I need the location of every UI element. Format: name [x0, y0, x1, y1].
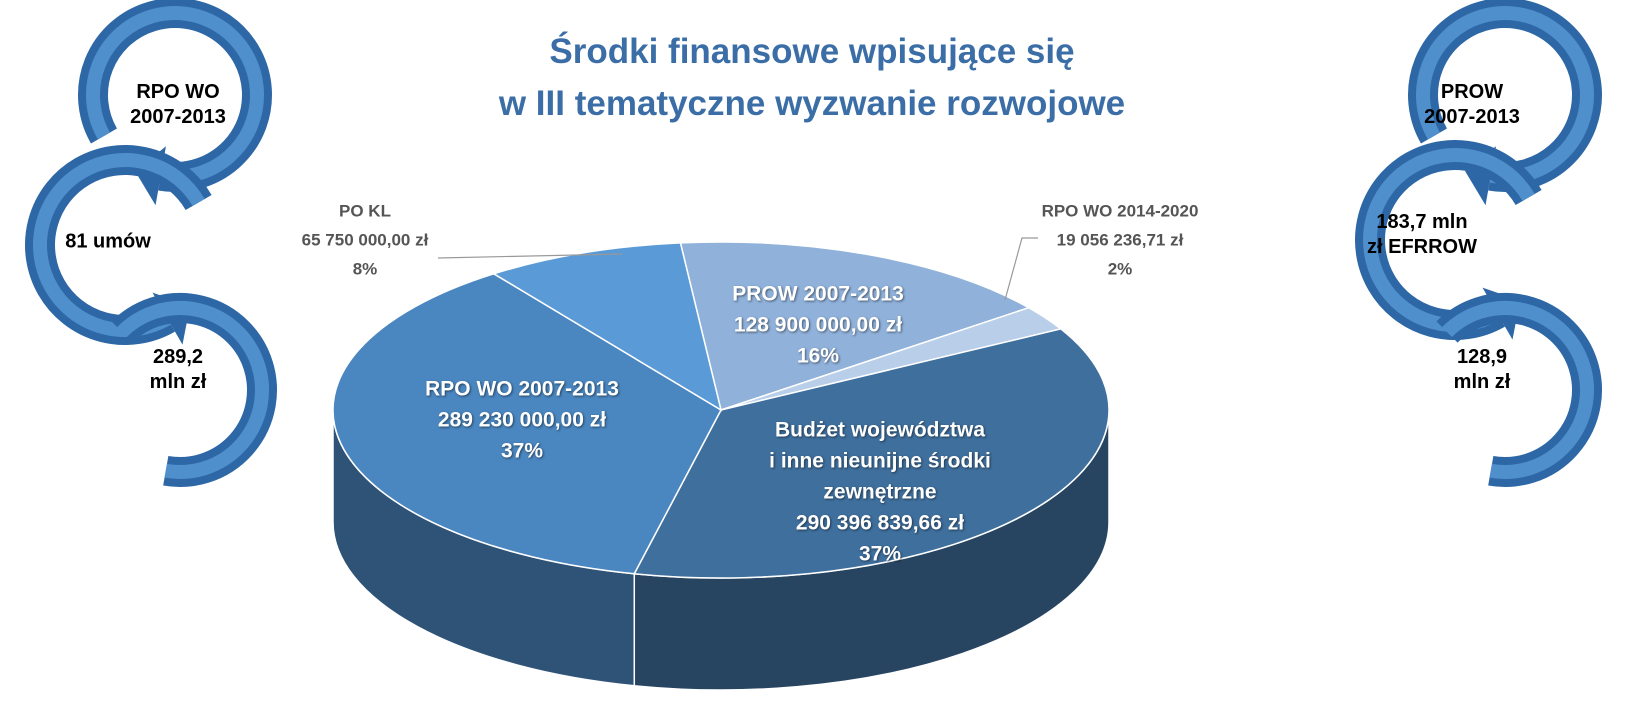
cycle-arrow-inner: [117, 301, 269, 479]
value-label: 289 230 000,00 zł: [437, 408, 607, 432]
panel-step: RPO WO 2007-2013: [130, 81, 226, 128]
leader-line: [1004, 237, 1038, 301]
panel-step: 289,2 mln zł: [149, 346, 207, 393]
panel-step: PROW 2007-2013: [1424, 81, 1520, 128]
slice-label: PROW 2007-2013 128 900 000,00 zł 16%: [732, 279, 904, 372]
category-label: RPO WO 2014-2020: [1041, 201, 1199, 221]
category-label: PROW 2007-2013: [732, 282, 904, 306]
slice: [633, 328, 1110, 579]
slice: [679, 241, 1031, 411]
cycle-arrow-inner: [1442, 301, 1594, 479]
cycle-arrow-inner: [33, 153, 205, 337]
panel-step: 128,9 mln zł: [1453, 346, 1511, 393]
percentage-label: 16%: [796, 344, 840, 368]
chart-title: Środki finansowe wpisujące się w III tem…: [498, 32, 1126, 123]
cycle-arrow-inner: [86, 6, 264, 184]
category-label: Budżet województwa i inne nieunijne środ…: [769, 418, 991, 504]
cycle-arrow-inner: [1363, 148, 1535, 332]
leader-line: [437, 253, 623, 259]
value-label: 19 056 236,71 zł: [1056, 230, 1184, 250]
slice: [332, 272, 722, 575]
slice: [492, 242, 723, 412]
slice-label: Budżet województwa i inne nieunijne środ…: [769, 415, 991, 570]
slice-label: PO KL 65 750 000,00 zł 8%: [302, 197, 429, 284]
percentage-label: 8%: [352, 259, 378, 279]
cycle-arrow-inner: [1416, 6, 1594, 184]
category-label: RPO WO 2007-2013: [425, 377, 619, 401]
panel-step: 183,7 mln zł EFRROW: [1367, 211, 1477, 258]
category-label: PO KL: [339, 201, 391, 221]
percentage-label: 37%: [500, 439, 544, 463]
slice-label: RPO WO 2014-2020 19 056 236,71 zł 2%: [1042, 197, 1199, 284]
value-label: 290 396 839,66 zł: [795, 511, 965, 535]
slice-label: RPO WO 2007-2013 289 230 000,00 zł 37%: [425, 374, 619, 467]
value-label: 128 900 000,00 zł: [733, 313, 903, 337]
value-label: 65 750 000,00 zł: [301, 230, 429, 250]
percentage-label: 37%: [858, 542, 902, 566]
percentage-label: 2%: [1107, 259, 1133, 279]
panel-step: 81 umów: [65, 230, 151, 253]
